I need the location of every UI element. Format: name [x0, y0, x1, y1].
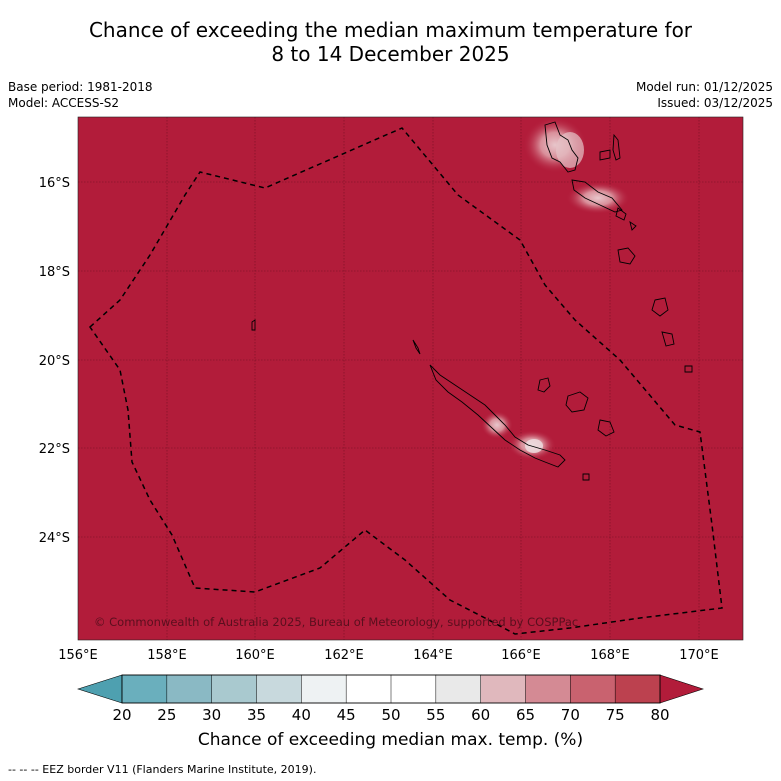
vanuatu-coast: [544, 121, 579, 173]
colorbar-tick-75: 75: [606, 706, 625, 724]
eez-border: [89, 127, 723, 635]
meta-left: Base period: 1981-2018 Model: ACCESS-S2: [8, 79, 153, 111]
colorbar-tick-55: 55: [426, 706, 445, 724]
lat-tick-16s: 16°S: [39, 176, 70, 191]
colorbar-tick-45: 45: [337, 706, 356, 724]
lon-tick-166e: 166°E: [501, 648, 541, 663]
colorbar-label: Chance of exceeding median max. temp. (%…: [197, 730, 584, 750]
lat-tick-24s: 24°S: [39, 531, 70, 546]
colorbar-segment-70-75: [570, 674, 616, 704]
colorbar-segment-30-35: [211, 674, 258, 704]
lon-axis: 156°E 158°E 160°E 162°E 164°E 166°E 168°…: [58, 648, 719, 663]
colorbar-segment-50-55: [390, 674, 437, 704]
lat-tick-20s: 20°S: [39, 354, 70, 369]
lat-axis: 16°S 18°S 20°S 22°S 24°S: [39, 176, 70, 546]
colorbar-segment-20-25: [121, 674, 168, 704]
lon-tick-158e: 158°E: [147, 648, 187, 663]
lon-tick-168e: 168°E: [590, 648, 630, 663]
colorbar-segment-25-30: [166, 674, 213, 704]
colorbar-tick-70: 70: [561, 706, 580, 724]
loyalty-islands-coast: [537, 377, 551, 393]
lon-tick-156e: 156°E: [58, 648, 98, 663]
lat-tick-22s: 22°S: [39, 442, 70, 457]
colorbar: 20 25 30 35 40 45 50 55 60 65 70 75 80: [77, 674, 704, 724]
colorbar-segment-65-70: [525, 674, 572, 704]
title-line-1: Chance of exceeding the median maximum t…: [88, 18, 693, 42]
copyright-text: © Commonwealth of Australia 2025, Bureau…: [94, 615, 578, 629]
model-name: Model: ACCESS-S2: [8, 96, 120, 110]
colorbar-tick-80: 80: [650, 706, 669, 724]
colorbar-segment-55-60: [435, 674, 482, 704]
model-run: Model run: 01/12/2025: [635, 80, 773, 94]
colorbar-tick-60: 60: [471, 706, 490, 724]
chart-title: Chance of exceeding the median maximum t…: [0, 18, 781, 66]
base-period: Base period: 1981-2018: [8, 80, 153, 94]
coastlines: [251, 121, 693, 481]
map-area: [78, 117, 743, 640]
colorbar-tick-25: 25: [157, 706, 176, 724]
colorbar-segment-75-80: [614, 674, 661, 704]
probability-patches: [481, 117, 630, 460]
lon-tick-164e: 164°E: [413, 648, 453, 663]
map-frame: [77, 116, 744, 641]
colorbar-frame: [121, 674, 661, 704]
gridlines: [78, 117, 743, 640]
colorbar-tick-65: 65: [516, 706, 535, 724]
colorbar-tick-30: 30: [202, 706, 221, 724]
title-line-2: 8 to 14 December 2025: [271, 42, 510, 66]
colorbar-tick-40: 40: [292, 706, 311, 724]
issued-date: Issued: 03/12/2025: [657, 96, 773, 110]
colorbar-segment-60-65: [480, 674, 527, 704]
lon-tick-170e: 170°E: [679, 648, 719, 663]
colorbar-high-arrow: [659, 674, 704, 704]
colorbar-segment-35-40: [256, 674, 303, 704]
colorbar-low-arrow: [77, 674, 123, 704]
meta-right: Model run: 01/12/2025 Issued: 03/12/2025: [636, 79, 773, 111]
colorbar-tick-35: 35: [247, 706, 266, 724]
colorbar-tick-20: 20: [112, 706, 131, 724]
colorbar-segment-45-50: [345, 674, 392, 704]
lon-tick-160e: 160°E: [235, 648, 275, 663]
eez-footnote: -- -- -- EEZ border V11 (Flanders Marine…: [8, 763, 317, 776]
lat-tick-18s: 18°S: [39, 265, 70, 280]
colorbar-segment-40-45: [301, 674, 347, 704]
colorbar-tick-50: 50: [381, 706, 400, 724]
new-caledonia-coast: [429, 364, 566, 468]
lon-tick-162e: 162°E: [324, 648, 364, 663]
